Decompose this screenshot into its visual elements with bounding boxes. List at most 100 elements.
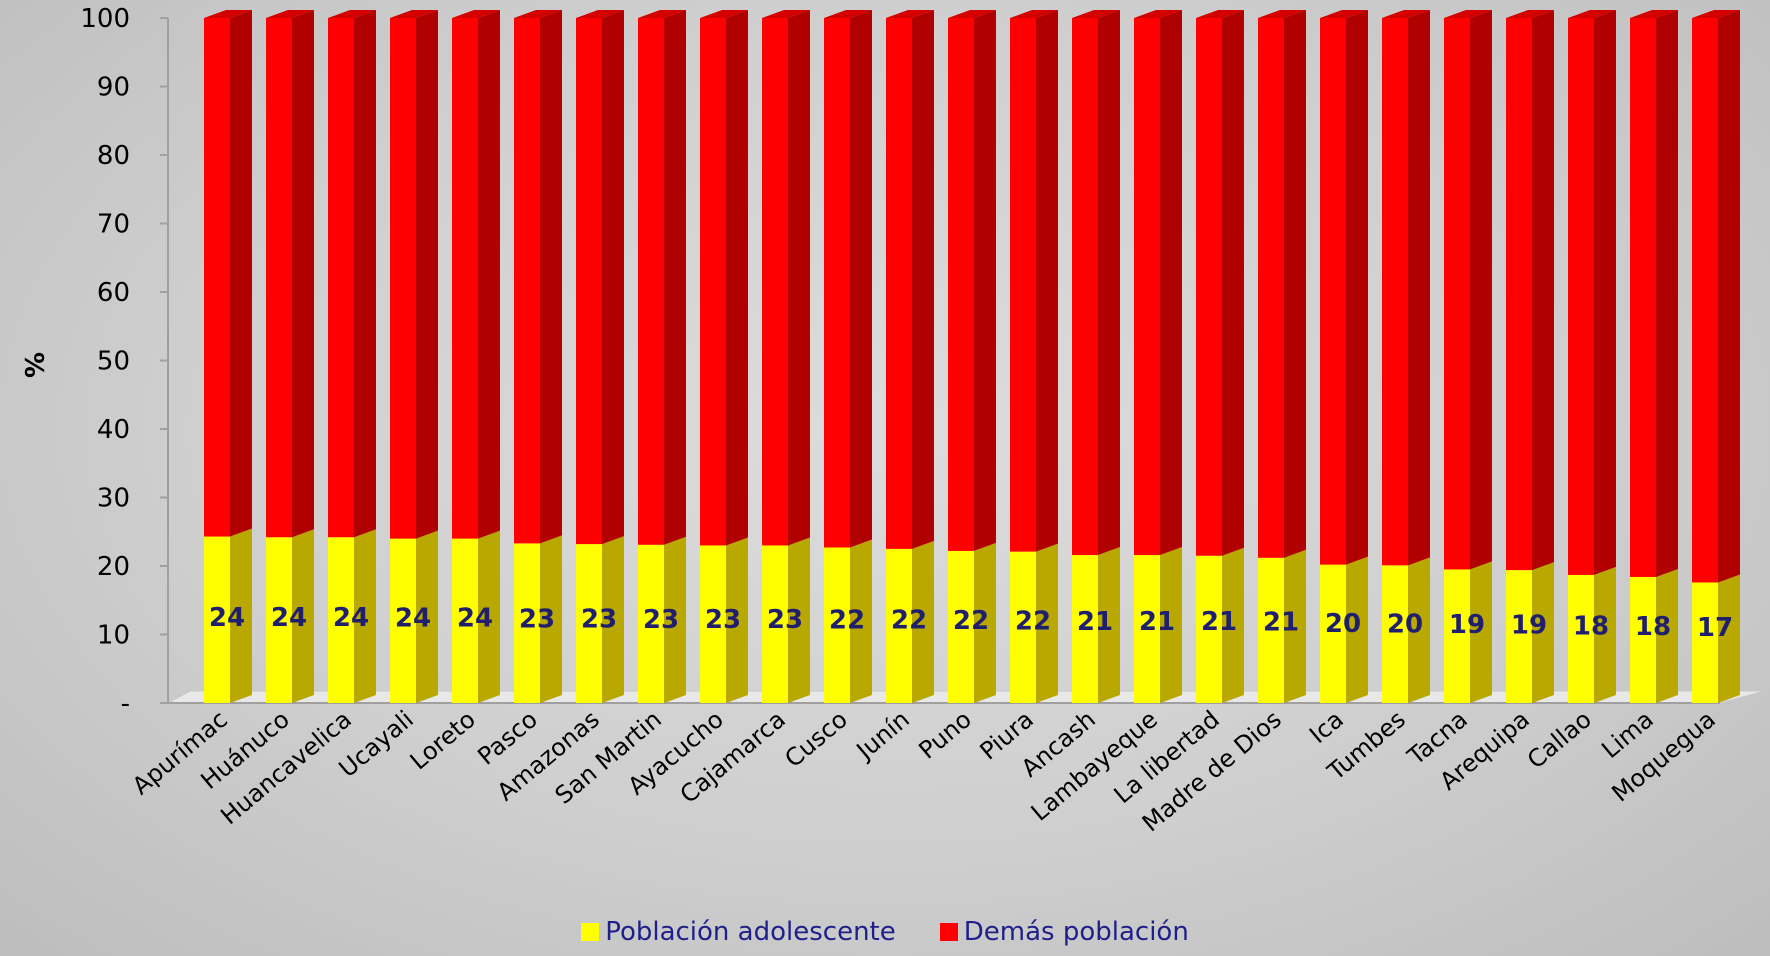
data-label: 21 bbox=[1201, 607, 1237, 637]
data-label: 19 bbox=[1449, 610, 1485, 640]
bar-demas bbox=[204, 18, 230, 537]
bar-demas bbox=[452, 18, 478, 539]
data-label: 22 bbox=[891, 606, 927, 636]
bar-side-adolescente bbox=[1408, 557, 1430, 703]
bar-side-adolescente bbox=[230, 528, 252, 703]
data-label: 24 bbox=[271, 603, 307, 633]
bar-adolescente bbox=[1072, 555, 1098, 703]
bar-top-demas bbox=[762, 10, 810, 18]
bar-adolescente bbox=[1258, 557, 1284, 703]
bar-side-demas bbox=[354, 10, 376, 538]
bar-demas bbox=[1630, 18, 1656, 577]
bar-side-demas bbox=[788, 10, 810, 546]
bar-top-demas bbox=[1258, 10, 1306, 18]
bar-side-demas bbox=[540, 10, 562, 544]
bar-side-adolescente bbox=[726, 537, 748, 703]
bar-adolescente bbox=[638, 544, 664, 703]
bar-side-demas bbox=[850, 10, 872, 548]
bar-side-adolescente bbox=[540, 535, 562, 703]
data-label: 24 bbox=[457, 603, 493, 633]
bar-top-demas bbox=[1444, 10, 1492, 18]
bar-top-demas bbox=[1134, 10, 1182, 18]
bar-side-adolescente bbox=[850, 539, 872, 703]
bar-adolescente bbox=[204, 536, 230, 703]
bar-side-adolescente bbox=[1098, 547, 1120, 703]
bar-demas bbox=[514, 18, 540, 544]
y-tick-label: 30 bbox=[97, 484, 130, 514]
bar-demas bbox=[1072, 18, 1098, 556]
bar-side-demas bbox=[1532, 10, 1554, 571]
data-label: 22 bbox=[829, 605, 865, 635]
category-label: Loreto bbox=[405, 705, 481, 775]
legend-item-adolescente: Población adolescente bbox=[581, 917, 896, 947]
bar-side-demas bbox=[292, 10, 314, 538]
bar-demas bbox=[1568, 18, 1594, 575]
bar-side-demas bbox=[478, 10, 500, 539]
bar-adolescente bbox=[576, 544, 602, 703]
bar-top-demas bbox=[1010, 10, 1058, 18]
data-label: 24 bbox=[209, 603, 245, 633]
bar-top-demas bbox=[1506, 10, 1554, 18]
data-label: 22 bbox=[953, 606, 989, 636]
bar-side-demas bbox=[1346, 10, 1368, 565]
legend-item-demas: Demás población bbox=[939, 917, 1189, 947]
bar-top-demas bbox=[638, 10, 686, 18]
bar-top-demas bbox=[204, 10, 252, 18]
bar-adolescente bbox=[700, 545, 726, 703]
category-label: Callao bbox=[1522, 705, 1597, 774]
bar-side-adolescente bbox=[912, 540, 934, 703]
bar-side-demas bbox=[664, 10, 686, 545]
bar-adolescente bbox=[824, 547, 850, 703]
bar-side-demas bbox=[416, 10, 438, 539]
y-tick-label: 50 bbox=[97, 347, 130, 377]
data-label: 17 bbox=[1697, 613, 1733, 643]
bar-side-demas bbox=[1036, 10, 1058, 552]
bar-adolescente bbox=[1320, 564, 1346, 703]
category-label: Cusco bbox=[779, 705, 852, 773]
bar-adolescente bbox=[1568, 574, 1594, 703]
category-label: Ica bbox=[1304, 705, 1349, 749]
y-tick-label: 60 bbox=[97, 278, 130, 308]
y-tick-label: 20 bbox=[97, 552, 130, 582]
bar-top-demas bbox=[1320, 10, 1368, 18]
bar-top-demas bbox=[452, 10, 500, 18]
bar-demas bbox=[700, 18, 726, 546]
bar-adolescente bbox=[948, 550, 974, 703]
bar-demas bbox=[1506, 18, 1532, 571]
bar-adolescente bbox=[514, 543, 540, 703]
bar-side-demas bbox=[1656, 10, 1678, 577]
bar-adolescente bbox=[1196, 555, 1222, 703]
bar-adolescente bbox=[1382, 565, 1408, 703]
data-label: 18 bbox=[1573, 611, 1609, 641]
y-tick-label: 90 bbox=[97, 73, 130, 103]
data-label: 22 bbox=[1015, 606, 1051, 636]
bar-side-adolescente bbox=[664, 536, 686, 703]
bar-side-demas bbox=[1594, 10, 1616, 575]
data-label: 20 bbox=[1387, 609, 1423, 639]
y-tick-label: 40 bbox=[97, 415, 130, 445]
bar-adolescente bbox=[762, 545, 788, 703]
data-label: 23 bbox=[581, 605, 617, 635]
bar-side-adolescente bbox=[1656, 568, 1678, 703]
bar-side-adolescente bbox=[1284, 549, 1306, 703]
bar-side-demas bbox=[602, 10, 624, 545]
bar-side-demas bbox=[726, 10, 748, 546]
bar-top-demas bbox=[328, 10, 376, 18]
legend-swatch-demas bbox=[939, 923, 958, 941]
bar-top-demas bbox=[824, 10, 872, 18]
bar-top-demas bbox=[700, 10, 748, 18]
y-axis-title: % bbox=[21, 352, 51, 378]
bar-side-demas bbox=[1408, 10, 1430, 566]
bar-adolescente bbox=[1134, 555, 1160, 703]
data-label: 19 bbox=[1511, 610, 1547, 640]
bar-top-demas bbox=[576, 10, 624, 18]
y-tick-label: 70 bbox=[97, 210, 130, 240]
bar-demas bbox=[1320, 18, 1346, 565]
bar-side-adolescente bbox=[788, 537, 810, 703]
legend-swatch-adolescente bbox=[581, 923, 600, 941]
bar-top-demas bbox=[886, 10, 934, 18]
bar-side-adolescente bbox=[1222, 547, 1244, 703]
data-label: 23 bbox=[643, 605, 679, 635]
bar-demas bbox=[1258, 18, 1284, 558]
